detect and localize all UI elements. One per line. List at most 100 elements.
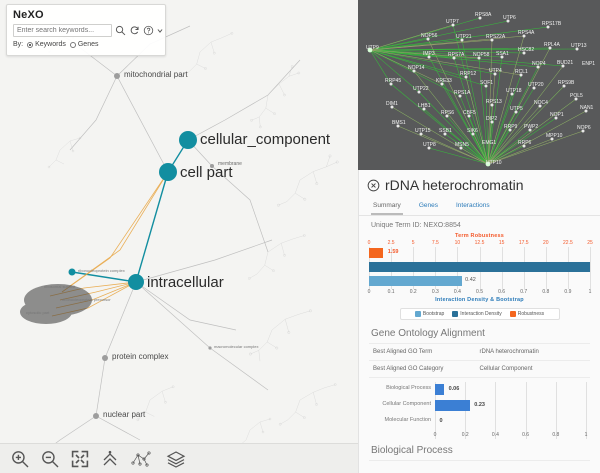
radio-keywords[interactable]: Keywords	[27, 41, 66, 48]
go-tick-4: 0.8	[552, 432, 560, 438]
radio-genes-dot	[69, 41, 76, 48]
search-panel[interactable]: NeXO	[6, 4, 166, 56]
close-circle-icon[interactable]	[367, 179, 380, 192]
go-axis-ticks: 0 0.2 0.4 0.6 0.8 1	[433, 432, 588, 439]
legend-swatch-bootstrap	[414, 311, 421, 317]
go-value-molecular-function: 0	[439, 418, 443, 424]
go-term-key: Best Aligned GO Term	[373, 349, 433, 355]
bar-interaction-density	[369, 262, 590, 272]
gene-interaction-network[interactable]: UTP9 UTP7 RPS8A UTP6 RPS17B NOP56 UTP21 …	[358, 0, 600, 170]
legend-label-robustness: Robustness	[517, 311, 545, 317]
term-detail-panel: rDNA heterochromatin Summary Genes Inter…	[358, 170, 600, 473]
bottom-tick-6: 0.6	[498, 289, 506, 295]
radio-keywords-label: Keywords	[35, 41, 66, 48]
top-tick-0: 0	[367, 240, 371, 246]
bottom-tick-10: 1	[588, 289, 592, 295]
network-toolbar	[0, 443, 358, 473]
go-tick-0: 0	[433, 432, 437, 438]
bar-robustness	[369, 248, 384, 258]
legend-item-interaction-density[interactable]: Interaction Density	[452, 311, 502, 317]
bottom-axis-ticks: 0 0.1 0.2 0.3 0.4 0.5 0.6 0.7 0.8 0.9 1	[367, 289, 592, 296]
legend-label-bootstrap: Bootstrap	[422, 311, 445, 317]
go-label-cellular-component: Cellular Component	[382, 401, 431, 407]
top-tick-8: 20	[543, 240, 549, 246]
help-icon[interactable]	[143, 25, 154, 36]
term-id-label: Unique Term ID: NEXO:8854	[371, 222, 461, 229]
top-axis-ticks: 0 2.5 5 7.5 10 12.5 15 17.5 20 22.5 25	[367, 240, 593, 247]
bottom-tick-4: 0.4	[453, 289, 461, 295]
go-row-cellular-component[interactable]: Cellular Component 0.23	[382, 398, 586, 414]
top-tick-9: 22.5	[563, 240, 573, 246]
table-row: Best Aligned GO Category Cellular Compon…	[369, 361, 590, 378]
tab-summary[interactable]: Summary	[371, 199, 403, 215]
top-tick-3: 7.5	[431, 240, 439, 246]
tab-interactions[interactable]: Interactions	[455, 202, 490, 209]
bottom-tick-2: 0.2	[409, 289, 417, 295]
go-bar-biological-process	[435, 384, 445, 395]
go-tick-2: 0.4	[491, 432, 499, 438]
bottom-axis-title: Interaction Density & Bootstrap	[435, 297, 524, 303]
bar-row-bootstrap[interactable]: 0.42	[369, 275, 590, 287]
ontology-graph[interactable]	[0, 0, 358, 473]
chart-legend: Bootstrap Interaction Density Robustness	[399, 308, 560, 320]
filter-by-label: By:	[13, 41, 24, 48]
ontology-network-view[interactable]: cellular_component cell part intracellul…	[0, 0, 358, 473]
top-tick-6: 15	[498, 240, 505, 246]
radio-genes[interactable]: Genes	[69, 41, 98, 48]
bar-value-robustness: 1.59	[387, 249, 399, 255]
robustness-plot: 1.59 0.42	[369, 247, 591, 289]
bottom-tick-0: 0	[367, 289, 371, 295]
bar-bootstrap	[369, 276, 462, 286]
legend-item-bootstrap[interactable]: Bootstrap	[414, 311, 445, 317]
bottom-tick-7: 0.7	[520, 289, 528, 295]
top-tick-5: 12.5	[474, 240, 485, 246]
network-thumbnail-icon[interactable]	[130, 449, 156, 469]
app-title: NeXO	[13, 9, 44, 21]
robustness-density-chart: Term Robustness 0 2.5 5 7.5 10 12.5 15 1…	[367, 233, 593, 303]
fit-screen-icon[interactable]	[70, 449, 90, 469]
go-row-molecular-function[interactable]: Molecular Function 0	[385, 414, 586, 430]
chevron-down-icon[interactable]	[157, 25, 163, 36]
refresh-icon[interactable]	[129, 25, 140, 36]
go-alignment-table: Best Aligned GO Term rDNA heterochromati…	[369, 343, 590, 378]
top-tick-2: 5	[411, 240, 415, 246]
biological-process-divider	[369, 460, 590, 461]
search-filter-row: By: Keywords Genes	[13, 41, 159, 48]
search-row	[13, 24, 163, 37]
bar-row-robustness[interactable]: 1.59	[369, 247, 590, 259]
layers-icon[interactable]	[166, 449, 186, 469]
zoom-out-icon[interactable]	[40, 449, 60, 469]
go-label-molecular-function: Molecular Function	[384, 417, 431, 423]
legend-item-robustness[interactable]: Robustness	[509, 311, 545, 317]
gene-network-graph[interactable]	[358, 0, 600, 170]
search-input[interactable]	[13, 24, 112, 37]
go-value-biological-process: 0.06	[448, 386, 460, 392]
top-tick-1: 2.5	[387, 240, 395, 246]
go-category-value: Cellular Component	[479, 366, 533, 372]
bar-row-interaction-density[interactable]	[369, 261, 590, 273]
tab-genes[interactable]: Genes	[418, 202, 438, 209]
go-term-value: rDNA heterochromatin	[479, 349, 539, 355]
go-alignment-title: Gene Ontology Alignment	[371, 328, 485, 339]
biological-process-title: Biological Process	[371, 445, 453, 456]
go-alignment-chart: Biological Process 0.06 Cellular Compone…	[382, 382, 588, 439]
top-tick-10: 25	[587, 240, 593, 246]
search-icon[interactable]	[115, 25, 126, 36]
go-tick-1: 0.2	[461, 432, 469, 438]
radio-keywords-dot	[27, 41, 34, 48]
top-tick-7: 17.5	[518, 240, 529, 246]
bar-value-bootstrap: 0.42	[465, 277, 476, 283]
bottom-tick-3: 0.3	[431, 289, 439, 295]
detail-tabs: Summary Genes Interactions	[359, 196, 600, 216]
bottom-tick-8: 0.8	[542, 289, 550, 295]
go-tick-5: 1	[584, 432, 588, 438]
go-row-biological-process[interactable]: Biological Process 0.06	[386, 382, 586, 398]
legend-label-interaction-density: Interaction Density	[460, 311, 502, 317]
page-title: rDNA heterochromatin	[385, 177, 524, 193]
go-bar-cellular-component	[435, 400, 470, 411]
zoom-in-icon[interactable]	[10, 449, 30, 469]
detail-header: rDNA heterochromatin	[359, 170, 600, 196]
bottom-tick-9: 0.9	[564, 289, 572, 295]
collapse-icon[interactable]	[100, 449, 120, 469]
